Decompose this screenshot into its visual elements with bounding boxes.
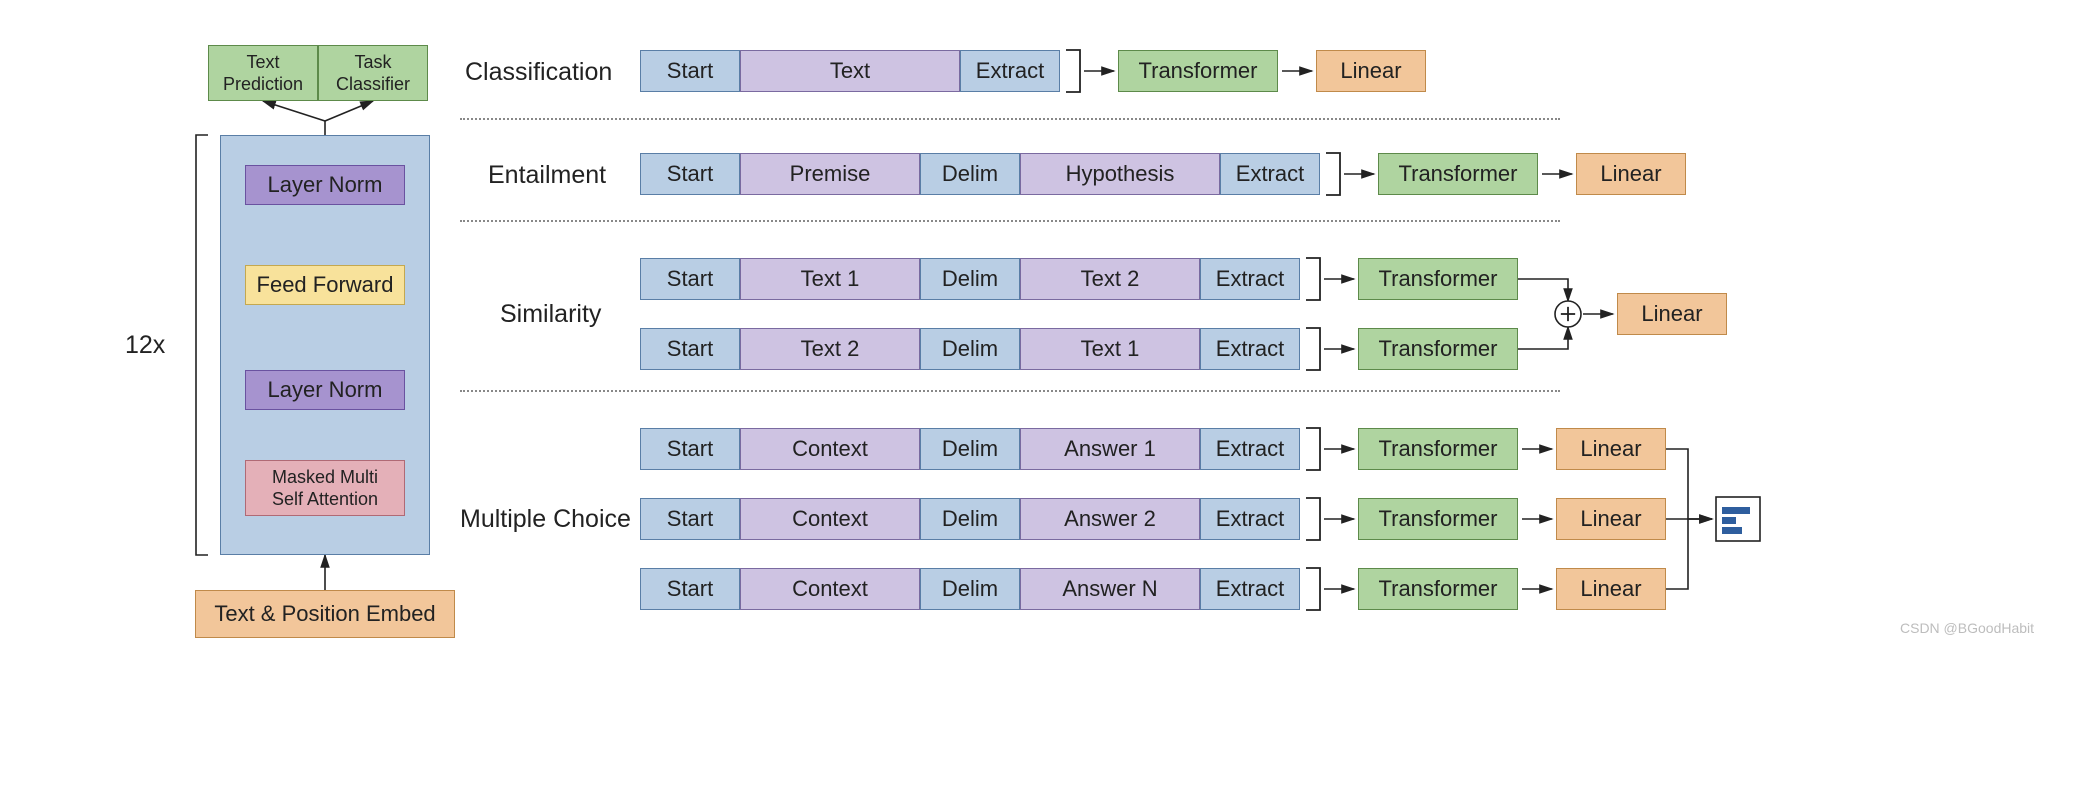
transformer-box: Transformer <box>1358 258 1518 300</box>
mc-r1-token-1: Context <box>740 498 920 540</box>
similarity-r1-token-1: Text 1 <box>740 258 920 300</box>
masked-attention: Masked Multi Self Attention <box>245 460 405 516</box>
similarity-r2-token-3: Text 1 <box>1020 328 1200 370</box>
mc-r1-token-2: Delim <box>920 498 1020 540</box>
mc-r2-token-3: Answer N <box>1020 568 1200 610</box>
mc-r2-token-0: Start <box>640 568 740 610</box>
similarity-r1-token-2: Delim <box>920 258 1020 300</box>
linear-box: Linear <box>1556 568 1666 610</box>
layer-norm-1: Layer Norm <box>245 165 405 205</box>
mc-r2-token-2: Delim <box>920 568 1020 610</box>
mc-r2-token-4: Extract <box>1200 568 1300 610</box>
mc-r0-token-4: Extract <box>1200 428 1300 470</box>
mc-r0-token-2: Delim <box>920 428 1020 470</box>
feed-forward: Feed Forward <box>245 265 405 305</box>
similarity-r1-token-0: Start <box>640 258 740 300</box>
watermark: CSDN @BGoodHabit <box>1900 620 2034 636</box>
linear-box: Linear <box>1576 153 1686 195</box>
mc-r2-token-1: Context <box>740 568 920 610</box>
similarity-r1-token-3: Text 2 <box>1020 258 1200 300</box>
layer-norm-2: Layer Norm <box>245 370 405 410</box>
transformer-box: Transformer <box>1358 498 1518 540</box>
entailment-token-4: Extract <box>1220 153 1320 195</box>
text-prediction-box: Text Prediction <box>208 45 318 101</box>
transformer-box: Transformer <box>1358 328 1518 370</box>
classification-token-0: Start <box>640 50 740 92</box>
entailment-token-0: Start <box>640 153 740 195</box>
mc-r0-token-1: Context <box>740 428 920 470</box>
similarity-r2-token-0: Start <box>640 328 740 370</box>
classification-token-2: Extract <box>960 50 1060 92</box>
similarity-r2-token-2: Delim <box>920 328 1020 370</box>
transformer-box: Transformer <box>1118 50 1278 92</box>
linear-box: Linear <box>1556 428 1666 470</box>
classification-label: Classification <box>465 58 612 87</box>
entailment-label: Entailment <box>488 161 606 190</box>
linear-box: Linear <box>1556 498 1666 540</box>
linear-box: Linear <box>1316 50 1426 92</box>
text-position-embed: Text & Position Embed <box>195 590 455 638</box>
similarity-r1-token-4: Extract <box>1200 258 1300 300</box>
entailment-token-2: Delim <box>920 153 1020 195</box>
similarity-label: Similarity <box>500 300 601 329</box>
mc-r0-token-0: Start <box>640 428 740 470</box>
mc-r0-token-3: Answer 1 <box>1020 428 1200 470</box>
transformer-box: Transformer <box>1358 568 1518 610</box>
similarity-r2-token-1: Text 2 <box>740 328 920 370</box>
similarity-r2-token-4: Extract <box>1200 328 1300 370</box>
entailment-token-3: Hypothesis <box>1020 153 1220 195</box>
divider <box>460 390 1560 392</box>
linear-box: Linear <box>1617 293 1727 335</box>
mc-r1-token-3: Answer 2 <box>1020 498 1200 540</box>
mc-r1-token-0: Start <box>640 498 740 540</box>
divider <box>460 118 1560 120</box>
repeat-label: 12x <box>125 331 165 360</box>
transformer-box: Transformer <box>1358 428 1518 470</box>
classification-token-1: Text <box>740 50 960 92</box>
entailment-token-1: Premise <box>740 153 920 195</box>
softmax-icon <box>1716 497 1760 541</box>
transformer-box: Transformer <box>1378 153 1538 195</box>
multiple-choice-label: Multiple Choice <box>460 505 631 534</box>
divider <box>460 220 1560 222</box>
task-classifier-box: Task Classifier <box>318 45 428 101</box>
mc-r1-token-4: Extract <box>1200 498 1300 540</box>
